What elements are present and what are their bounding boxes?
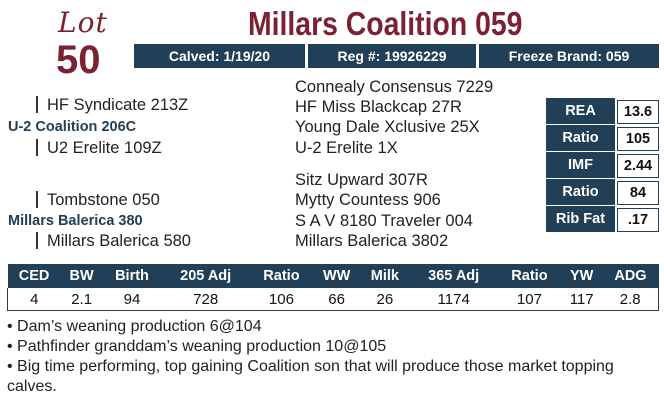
carcass-row: Ratio 105 xyxy=(546,125,659,152)
performance-table: CED BW Birth 205 Adj Ratio WW Milk 365 A… xyxy=(7,264,659,311)
pedigree-sire-sire-sire: Connealy Consensus 7229 xyxy=(295,78,494,96)
notes-list: • Dam’s weaning production 6@104 • Pathf… xyxy=(7,317,657,397)
carcass-value: 105 xyxy=(617,127,659,151)
table-cell: 2.8 xyxy=(602,288,659,311)
table-cell: 66 xyxy=(312,288,361,311)
column-header: Birth xyxy=(102,264,162,288)
pedigree-sire: U-2 Coalition 206C xyxy=(8,119,137,135)
list-item: • Pathfinder granddam’s weaning producti… xyxy=(7,338,387,355)
pedigree-dam-sire-dam: Mytty Countess 906 xyxy=(295,191,441,209)
pedigree-connector xyxy=(36,96,38,113)
pedigree-sire-dam-dam: U-2 Erelite 1X xyxy=(295,139,398,157)
carcass-label: IMF xyxy=(546,152,615,178)
pedigree-dam: Millars Balerica 380 xyxy=(8,213,143,229)
pedigree-dam-dam-sire: S A V 8180 Traveler 004 xyxy=(295,212,473,230)
table-cell: 107 xyxy=(497,288,561,311)
table-cell: 1174 xyxy=(409,288,498,311)
pedigree-connector xyxy=(36,191,38,208)
lot-label: Lot xyxy=(58,6,108,39)
list-item: • Big time performing, top gaining Coali… xyxy=(7,358,614,395)
table-cell: 728 xyxy=(161,288,250,311)
table-cell: 2.1 xyxy=(60,288,103,311)
column-header: WW xyxy=(312,264,361,288)
pedigree-sire-sire: HF Syndicate 213Z xyxy=(47,96,189,114)
carcass-value: 2.44 xyxy=(617,154,659,178)
table-cell: 106 xyxy=(249,288,313,311)
column-header: BW xyxy=(60,264,103,288)
table-cell: 26 xyxy=(360,288,410,311)
pedigree-sire-dam-sire: Young Dale Xclusive 25X xyxy=(295,118,480,136)
column-header: 365 Adj xyxy=(409,264,498,288)
column-header: Milk xyxy=(360,264,410,288)
calved-date-badge: Calved: 1/19/20 xyxy=(134,44,305,68)
table-cell: 94 xyxy=(102,288,162,311)
column-header: Ratio xyxy=(497,264,561,288)
carcass-label: REA xyxy=(546,98,615,124)
table-header-row: CED BW Birth 205 Adj Ratio WW Milk 365 A… xyxy=(7,264,659,288)
column-header: ADG xyxy=(602,264,659,288)
pedigree-dam-dam: Millars Balerica 580 xyxy=(47,232,191,250)
carcass-value: 13.6 xyxy=(617,100,659,124)
registration-number-badge: Reg #: 19926229 xyxy=(308,44,476,68)
table-cell: 4 xyxy=(7,288,61,311)
table-row: 4 2.1 94 728 106 66 26 1174 107 117 2.8 xyxy=(7,288,659,311)
column-header: Ratio xyxy=(249,264,313,288)
pedigree-dam-sire-sire: Sitz Upward 307R xyxy=(295,171,428,189)
carcass-row: REA 13.6 xyxy=(546,98,659,125)
list-item: • Dam’s weaning production 6@104 xyxy=(7,318,262,335)
column-header: 205 Adj xyxy=(161,264,250,288)
page-title: Millars Coalition 059 xyxy=(248,5,523,42)
freeze-brand-badge: Freeze Brand: 059 xyxy=(479,44,659,68)
carcass-data-panel: REA 13.6 Ratio 105 IMF 2.44 Ratio 84 Rib… xyxy=(546,98,659,233)
carcass-value: 84 xyxy=(617,181,659,205)
pedigree-dam-sire: Tombstone 050 xyxy=(47,191,160,209)
pedigree-connector xyxy=(36,139,38,156)
column-header: CED xyxy=(7,264,61,288)
carcass-label: Rib Fat xyxy=(546,206,615,232)
pedigree-connector xyxy=(36,232,38,249)
carcass-row: Rib Fat .17 xyxy=(546,206,659,233)
carcass-value: .17 xyxy=(617,208,659,232)
table-cell: 117 xyxy=(560,288,603,311)
column-header: YW xyxy=(560,264,603,288)
pedigree-dam-dam-dam: Millars Balerica 3802 xyxy=(295,232,449,250)
carcass-label: Ratio xyxy=(546,125,615,151)
carcass-label: Ratio xyxy=(546,179,615,205)
lot-number: 50 xyxy=(56,38,101,82)
pedigree-sire-sire-dam: HF Miss Blackcap 27R xyxy=(295,98,462,116)
pedigree-sire-dam: U2 Erelite 109Z xyxy=(47,139,162,157)
carcass-row: Ratio 84 xyxy=(546,179,659,206)
carcass-row: IMF 2.44 xyxy=(546,152,659,179)
